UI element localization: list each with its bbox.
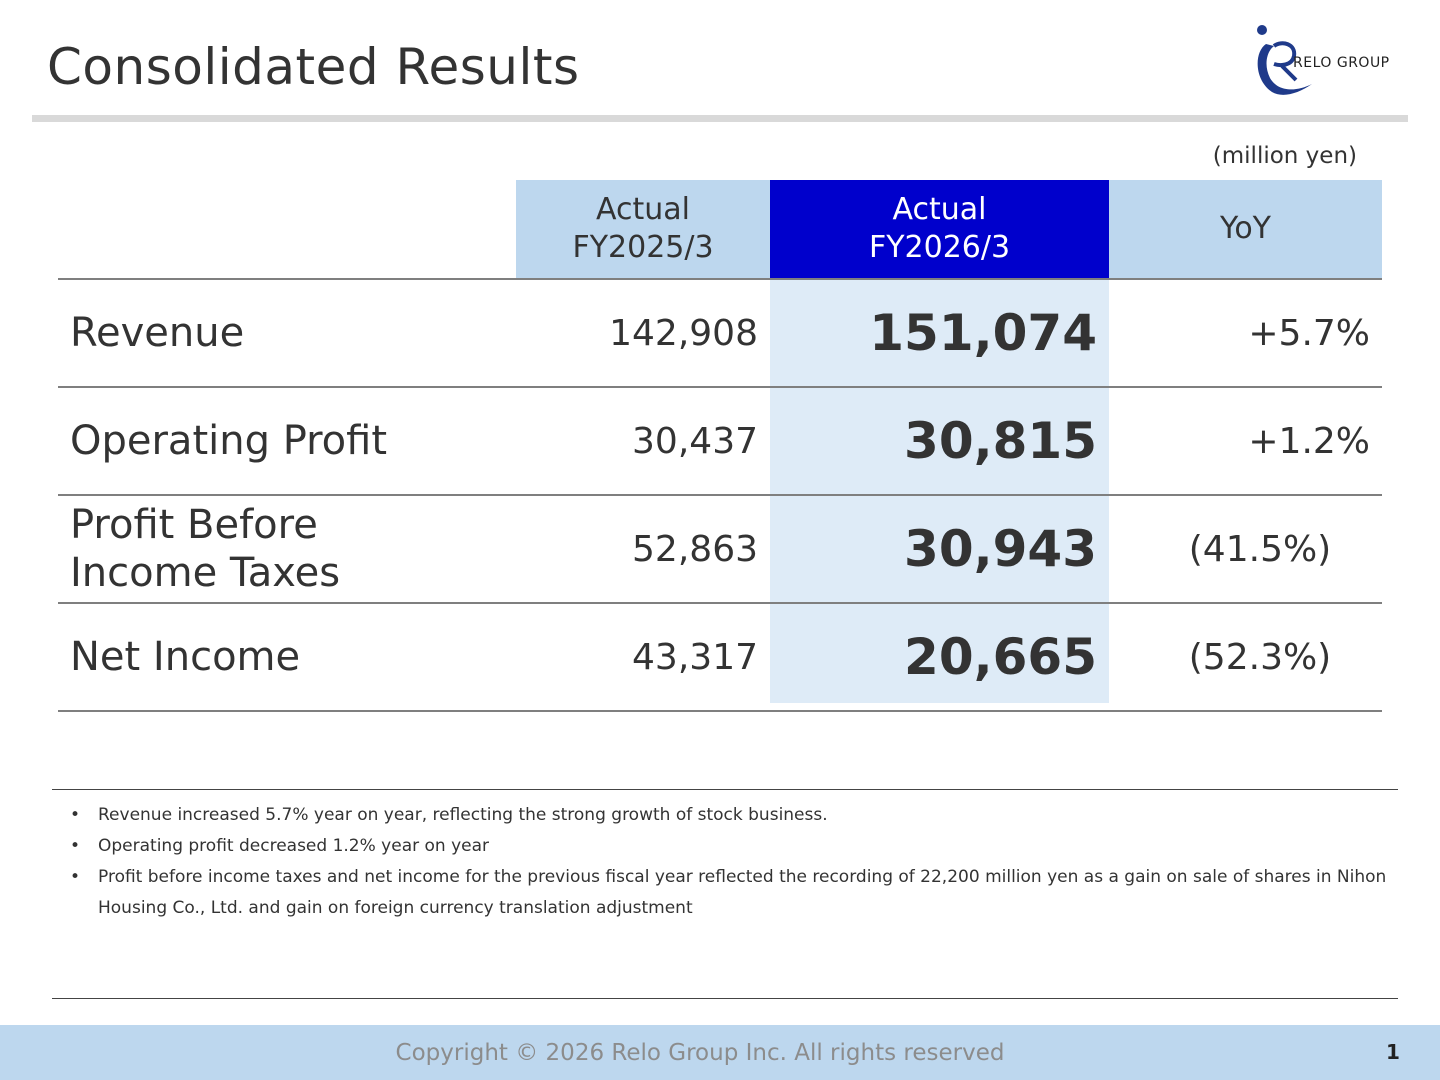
column-header-cur-line2: FY2026/3 [868, 230, 1011, 265]
table-row-operating-profit: Operating Profit 30,437 30,815 +1.2% [58, 386, 1382, 494]
note-text: Profit before income taxes and net incom… [98, 867, 1387, 918]
bullet-icon: • [70, 867, 81, 887]
bullet-icon: • [70, 805, 81, 825]
table-row-profit-before-income-taxes: Profit Before Income Taxes 52,863 30,943… [58, 494, 1382, 602]
note-text: Revenue increased 5.7% year on year, ref… [98, 805, 828, 825]
notes-top-divider [52, 789, 1398, 790]
unit-label: (million yen) [1212, 143, 1357, 169]
current-value: 151,074 [869, 304, 1097, 362]
yoy-value: +5.7% [1248, 312, 1370, 354]
column-header-cur-line1: Actual [892, 192, 987, 227]
column-header-current-actual: Actual FY2026/3 [770, 180, 1109, 278]
prev-value: 43,317 [632, 636, 758, 678]
table-row-net-income: Net Income 43,317 20,665 (52.3%) [58, 602, 1382, 712]
prev-value: 142,908 [609, 312, 758, 354]
bullet-icon: • [70, 836, 81, 856]
table-row-revenue: Revenue 142,908 151,074 +5.7% [58, 278, 1382, 386]
prev-value: 30,437 [632, 420, 758, 462]
current-value: 30,943 [904, 520, 1097, 578]
row-label: Operating Profit [70, 418, 388, 464]
column-header-prev-line2: FY2025/3 [572, 230, 714, 265]
column-header-yoy: YoY [1109, 180, 1382, 278]
logo-text: RELO GROUP [1293, 55, 1390, 71]
row-label: Revenue [70, 310, 245, 356]
current-column-highlight [770, 279, 1109, 703]
relo-group-logo-icon [1257, 25, 1312, 95]
prev-value: 52,863 [632, 528, 758, 570]
page-title: Consolidated Results [47, 38, 580, 96]
results-table: Revenue 142,908 151,074 +5.7% Operating … [58, 278, 1382, 712]
yoy-value: (41.5%) [1188, 528, 1332, 570]
note-text: Operating profit decreased 1.2% year on … [98, 836, 490, 856]
row-label: Net Income [70, 634, 301, 680]
title-divider [32, 115, 1408, 122]
column-header-yoy-label: YoY [1219, 211, 1272, 246]
notes-bottom-divider [52, 998, 1398, 999]
yoy-value: (52.3%) [1188, 636, 1332, 678]
page-number: 1 [1386, 1040, 1400, 1064]
footer-bar [0, 1025, 1440, 1080]
list-item: • Profit before income taxes and net inc… [70, 862, 1390, 924]
current-value: 30,815 [904, 412, 1097, 470]
list-item: • Revenue increased 5.7% year on year, r… [70, 800, 1390, 831]
column-header-prev-line1: Actual [596, 192, 690, 227]
row-label-line1: Profit Before [70, 502, 318, 548]
row-label-line2: Income Taxes [70, 550, 341, 596]
current-value: 20,665 [904, 628, 1097, 686]
column-header-prev-actual: Actual FY2025/3 [516, 180, 770, 278]
notes-list: • Revenue increased 5.7% year on year, r… [70, 800, 1390, 924]
list-item: • Operating profit decreased 1.2% year o… [70, 831, 1390, 862]
copyright-text: Copyright © 2026 Relo Group Inc. All rig… [395, 1040, 1005, 1066]
yoy-value: +1.2% [1248, 420, 1370, 462]
row-label: Profit Before Income Taxes [70, 496, 510, 602]
